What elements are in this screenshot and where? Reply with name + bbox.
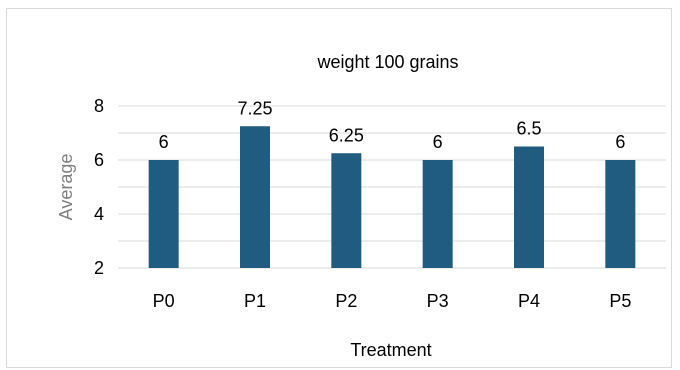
x-tick-label: P0 xyxy=(153,291,175,311)
bar-p0 xyxy=(148,160,179,268)
x-axis-ticks: P0 P1 P2 P3 P4 P5 xyxy=(153,291,632,311)
y-axis-label: Average xyxy=(56,154,76,221)
bar-p3 xyxy=(422,160,453,268)
gridlines xyxy=(118,105,666,269)
bars xyxy=(148,126,636,268)
chart-title: weight 100 grains xyxy=(316,52,458,72)
y-tick-label: 8 xyxy=(94,96,104,116)
data-labels: 6 7.25 6.25 6 6.5 6 xyxy=(159,98,626,152)
y-tick-label: 4 xyxy=(94,204,104,224)
x-tick-label: P5 xyxy=(609,291,631,311)
data-label-p0: 6 xyxy=(159,132,169,152)
x-tick-label: P2 xyxy=(335,291,357,311)
data-label-p3: 6 xyxy=(433,132,443,152)
bar-p2 xyxy=(331,153,362,268)
x-tick-label: P4 xyxy=(518,291,540,311)
x-axis-label: Treatment xyxy=(350,340,431,360)
x-tick-label: P3 xyxy=(427,291,449,311)
chart-frame: weight 100 grains 2 4 6 8 6 7.25 6.25 6 6.5 6 P0… xyxy=(6,8,672,368)
data-label-p5: 6 xyxy=(615,132,625,152)
data-label-p1: 7.25 xyxy=(237,98,272,118)
data-label-p2: 6.25 xyxy=(329,125,364,145)
y-tick-label: 2 xyxy=(94,258,104,278)
bar-p5 xyxy=(605,160,636,268)
x-tick-label: P1 xyxy=(244,291,266,311)
y-tick-label: 6 xyxy=(94,150,104,170)
bar-chart: weight 100 grains 2 4 6 8 6 7.25 6.25 6 6.5 6 P0… xyxy=(56,52,666,360)
y-axis-ticks: 2 4 6 8 xyxy=(94,96,104,278)
data-label-p4: 6.5 xyxy=(516,119,541,139)
bar-p1 xyxy=(240,126,270,268)
bar-p4 xyxy=(514,146,544,268)
